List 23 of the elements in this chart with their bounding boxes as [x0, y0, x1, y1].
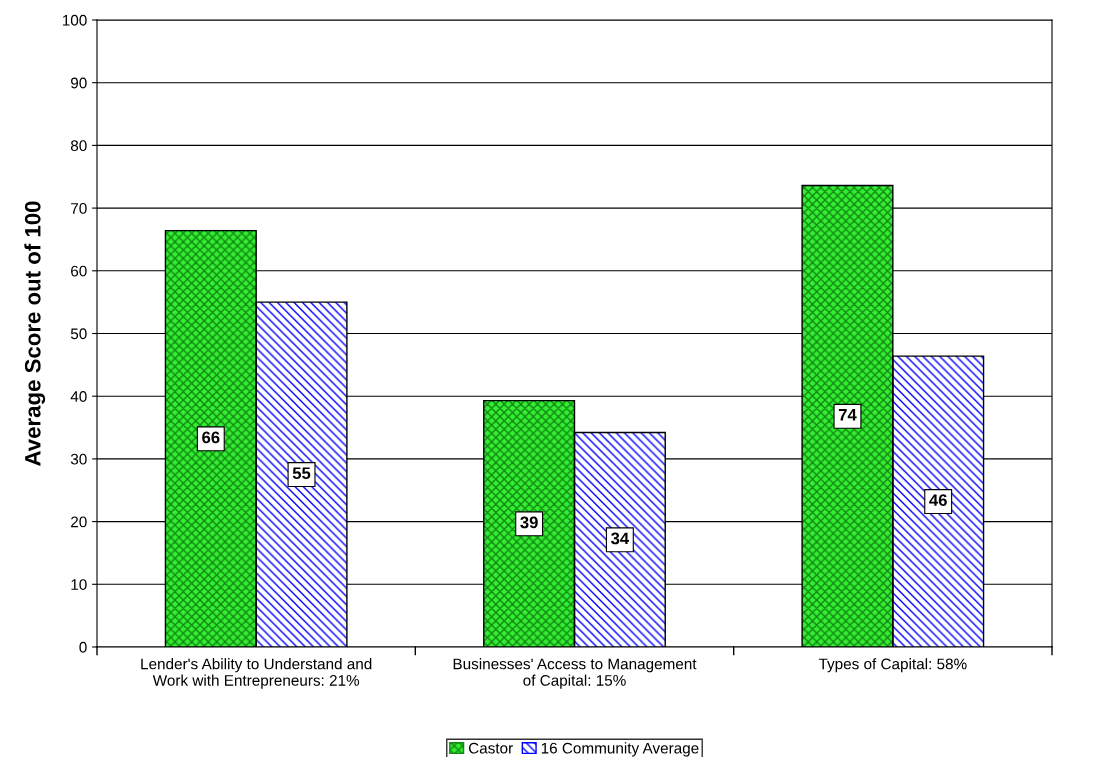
- y-tick-label: 60: [71, 265, 87, 277]
- y-tick-label: 50: [70, 328, 87, 340]
- data-label: 74: [838, 409, 857, 421]
- y-axis-title: Average Score out of 100: [24, 201, 46, 466]
- y-tick-label: 80: [70, 140, 87, 152]
- data-label: 46: [929, 494, 947, 507]
- x-tick-label: Lender's Ability to Understand and Work with Entrepreneurs: 21%: [141, 658, 372, 689]
- x-tick-label: Businesses' Access to Management of Capital: 15%: [453, 658, 697, 689]
- y-tick-label: 90: [71, 77, 87, 89]
- data-label: 66: [202, 431, 220, 444]
- y-tick-label: 20: [71, 516, 87, 528]
- y-tick-label: 30: [70, 453, 87, 465]
- legend-label: Castor: [468, 742, 513, 754]
- data-label: 39: [520, 516, 538, 529]
- y-tick-label: 10: [71, 579, 87, 590]
- data-label: 55: [292, 467, 311, 480]
- legend-label: 16 Community Average: [541, 742, 699, 757]
- data-label: 34: [610, 532, 630, 545]
- y-tick-label: 70: [71, 202, 87, 214]
- x-tick-label: Types of Capital: 58%: [818, 658, 967, 673]
- y-tick-label: 40: [70, 391, 87, 402]
- y-tick-label: 0: [79, 641, 87, 653]
- y-tick-label: 100: [62, 14, 87, 26]
